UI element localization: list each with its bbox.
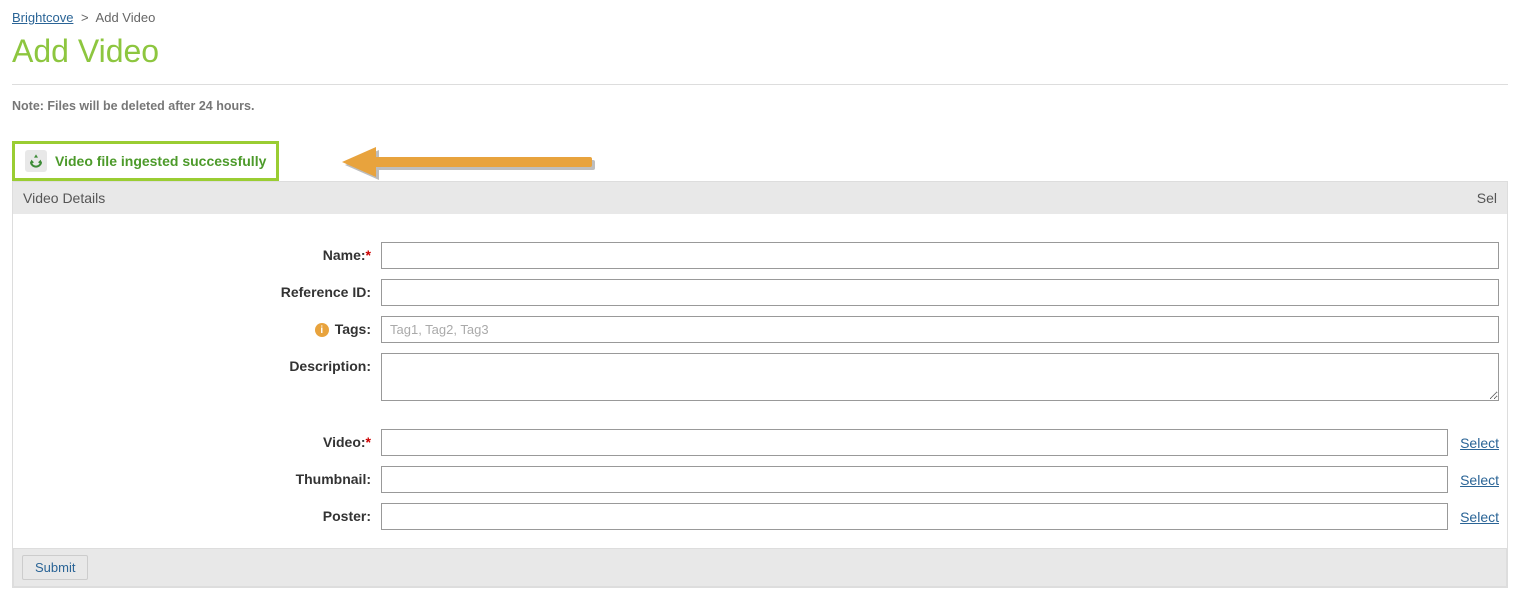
status-message: Video file ingested successfully [55, 153, 266, 169]
breadcrumb-separator: > [81, 10, 89, 25]
row-thumbnail: Thumbnail: Select [21, 466, 1499, 493]
label-reference-id: Reference ID: [21, 279, 371, 300]
status-highlight-box: Video file ingested successfully [12, 141, 279, 181]
thumbnail-input[interactable] [381, 466, 1448, 493]
annotation-arrow-icon [342, 147, 602, 181]
description-input[interactable] [381, 353, 1499, 401]
label-name-text: Name: [323, 247, 366, 263]
note-text: Note: Files will be deleted after 24 hou… [12, 99, 1508, 113]
label-poster: Poster: [21, 503, 371, 524]
submit-button[interactable]: Submit [22, 555, 88, 580]
breadcrumb-root-link[interactable]: Brightcove [12, 10, 73, 25]
recycle-check-icon [28, 153, 44, 169]
row-name: Name:* [21, 242, 1499, 269]
label-thumbnail: Thumbnail: [21, 466, 371, 487]
required-mark: * [366, 247, 371, 263]
poster-select-link[interactable]: Select [1460, 509, 1499, 525]
tags-input[interactable] [381, 316, 1499, 343]
reference-id-input[interactable] [381, 279, 1499, 306]
row-tags: i Tags: [21, 316, 1499, 343]
label-name: Name:* [21, 242, 371, 263]
label-description: Description: [21, 353, 371, 374]
label-tags: i Tags: [21, 316, 371, 337]
required-mark-video: * [366, 434, 371, 450]
title-divider [12, 84, 1508, 85]
row-poster: Poster: Select [21, 503, 1499, 530]
video-input[interactable] [381, 429, 1448, 456]
info-icon[interactable]: i [315, 323, 329, 337]
row-reference-id: Reference ID: [21, 279, 1499, 306]
form-area: Name:* Reference ID: i Tags: Description… [12, 214, 1508, 588]
thumbnail-select-link[interactable]: Select [1460, 472, 1499, 488]
submit-bar: Submit [13, 548, 1507, 587]
page-title: Add Video [12, 33, 1508, 70]
status-row: Video file ingested successfully [12, 141, 1508, 187]
breadcrumb-current: Add Video [96, 10, 156, 25]
name-input[interactable] [381, 242, 1499, 269]
video-select-link[interactable]: Select [1460, 435, 1499, 451]
section-right-truncated: Sel [1477, 190, 1497, 206]
row-description: Description: [21, 353, 1499, 401]
breadcrumb: Brightcove > Add Video [12, 10, 1508, 25]
label-video: Video:* [21, 429, 371, 450]
row-video: Video:* Select [21, 429, 1499, 456]
poster-input[interactable] [381, 503, 1448, 530]
section-title: Video Details [23, 190, 105, 206]
status-icon-wrap [25, 150, 47, 172]
label-tags-text: Tags: [335, 321, 371, 337]
label-video-text: Video: [323, 434, 366, 450]
